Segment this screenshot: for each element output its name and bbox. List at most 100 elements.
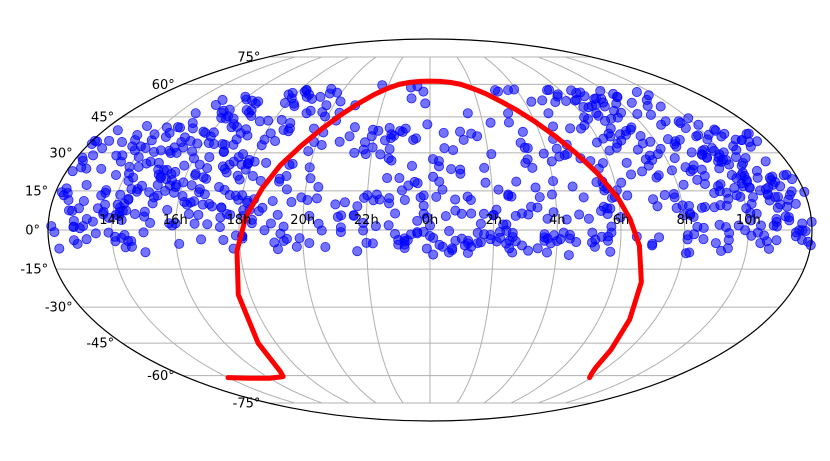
data-point [422,119,433,130]
dec-tick-label: -15° [20,263,48,278]
data-point [713,180,724,191]
data-point [370,221,381,232]
data-point [186,180,197,191]
data-point [207,201,218,212]
data-point [534,192,545,203]
data-point [216,202,227,213]
data-point [155,145,166,156]
data-point [444,226,455,237]
data-point [542,213,553,224]
data-point [92,136,103,147]
data-point [202,163,213,174]
data-point [418,200,429,211]
data-point [320,241,331,252]
data-point [335,96,346,107]
data-point [190,108,201,119]
data-point [790,198,801,209]
data-point [418,86,429,97]
data-point [267,196,278,207]
data-point [746,215,757,226]
data-point [515,137,526,148]
data-point [344,131,355,142]
data-point [718,147,729,158]
data-point [735,191,746,202]
data-point [587,227,598,238]
data-point [604,145,615,156]
data-point [352,201,363,212]
data-point [659,190,670,201]
data-point [97,143,108,154]
data-point [259,134,270,145]
data-point [564,233,575,244]
data-point [81,163,92,174]
ra-tick-label: 18h [227,213,252,228]
data-point [440,211,451,222]
data-point [270,136,281,147]
data-point [254,116,265,127]
data-point [359,192,370,203]
data-point [561,96,572,107]
data-point [170,218,181,229]
data-point [193,209,204,220]
data-point [438,127,449,138]
data-point [124,161,135,172]
data-point [724,228,735,239]
data-point [493,184,504,195]
data-point [714,163,725,174]
data-point [620,129,631,140]
data-point [479,162,490,173]
data-point [140,142,151,153]
data-point [265,128,276,139]
data-point [218,105,229,116]
data-point [463,235,474,246]
data-point [548,121,559,132]
data-point [433,156,444,167]
data-point [791,227,802,238]
data-point [751,208,762,219]
dec-tick-label: 75° [237,50,260,65]
data-point [598,133,609,144]
data-point [446,164,457,175]
data-point [428,171,439,182]
data-point [236,159,247,170]
data-point [218,234,229,245]
data-point [304,210,315,221]
data-point [358,217,369,228]
data-point [597,158,608,169]
data-point [669,153,680,164]
data-point [383,153,394,164]
data-point [286,197,297,208]
data-point [682,230,693,241]
data-point [382,173,393,184]
data-point [539,229,550,240]
data-point [448,145,459,156]
data-point [306,93,317,104]
data-point [348,210,359,221]
data-point [411,133,422,144]
data-point [692,221,703,232]
data-point [246,105,257,116]
ra-tick-label: 8h [676,213,693,228]
data-point [149,129,160,140]
data-point [368,195,379,206]
data-point [632,108,643,119]
data-point [352,246,363,257]
ra-tick-labels: 14h 16h 18h 20h 22h 0h 2h 4h 6h 8h 10h [99,213,760,228]
data-point [332,211,343,222]
data-point [115,202,126,213]
data-point [759,230,770,241]
dec-tick-label: -30° [45,301,73,316]
ra-tick-label: 20h [290,213,315,228]
data-point [567,181,578,192]
data-point [111,169,122,180]
data-point [550,97,561,108]
data-point [532,243,543,254]
data-point [294,233,305,244]
data-point [599,101,610,112]
data-point [101,185,112,196]
data-point [763,243,774,254]
data-point [507,247,518,258]
data-point [640,154,651,165]
data-point [145,217,156,228]
data-point [231,134,242,145]
